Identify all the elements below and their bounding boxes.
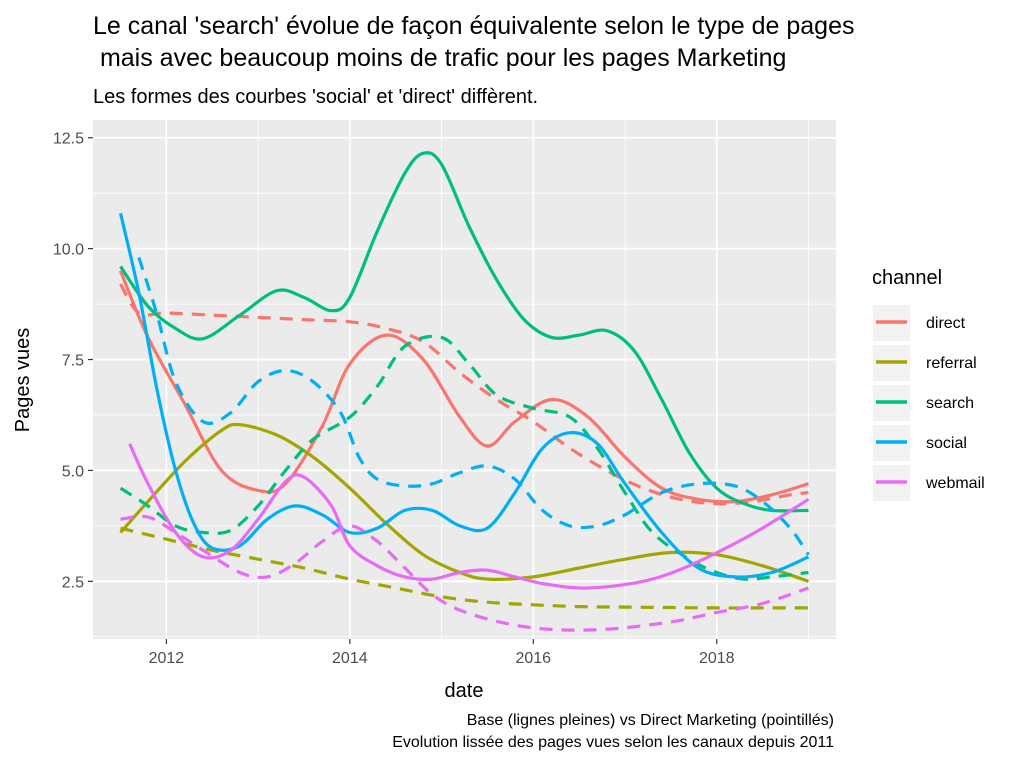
caption-line-2: Evolution lissée des pages vues selon le… [392, 734, 834, 751]
y-tick-label: 10.0 [53, 242, 84, 259]
chart-title: Le canal 'search' évolue de façon équiva… [93, 12, 855, 72]
x-tick-label: 2012 [149, 650, 185, 667]
series-line-referral-dashed [120, 526, 809, 610]
legend-title: channel [872, 267, 942, 289]
series-line-social-solid [118, 212, 810, 579]
legend-label-webmail: webmail [925, 475, 985, 492]
x-tick-label: 2018 [699, 650, 735, 667]
y-axis: 2.5 5.0 7.5 10.0 12.5 [53, 131, 93, 591]
y-axis-title: Pages vues [12, 328, 34, 433]
x-axis-title: date [445, 680, 484, 702]
y-tick-label: 7.5 [62, 353, 84, 370]
series-lines [118, 151, 810, 632]
x-tick-label: 2014 [332, 650, 368, 667]
x-axis: 2012 2014 2016 2018 [149, 639, 735, 667]
series-line-webmail-solid [128, 443, 810, 590]
series-line-direct-dashed [119, 283, 809, 506]
legend: channel direct referral search social webmai… [872, 267, 985, 501]
series-line-search-dashed [119, 334, 809, 581]
series-line-search-solid [119, 151, 809, 513]
y-tick-label: 5.0 [62, 463, 84, 480]
legend-label-direct: direct [926, 315, 966, 332]
y-tick-label: 2.5 [62, 574, 84, 591]
plot-panel [93, 120, 836, 639]
series-line-direct-solid [119, 270, 809, 504]
series-line-webmail-dashed [120, 514, 810, 632]
series-line-social-dashed [137, 257, 810, 556]
x-tick-label: 2016 [515, 650, 551, 667]
legend-label-social: social [926, 435, 967, 452]
chart-subtitle: Les formes des courbes 'social' et 'dire… [93, 86, 539, 108]
series-line-referral-solid [119, 422, 810, 583]
legend-label-search: search [926, 395, 974, 412]
legend-label-referral: referral [926, 355, 977, 372]
caption-line-1: Base (lignes pleines) vs Direct Marketin… [466, 712, 834, 729]
y-tick-label: 12.5 [53, 131, 84, 148]
